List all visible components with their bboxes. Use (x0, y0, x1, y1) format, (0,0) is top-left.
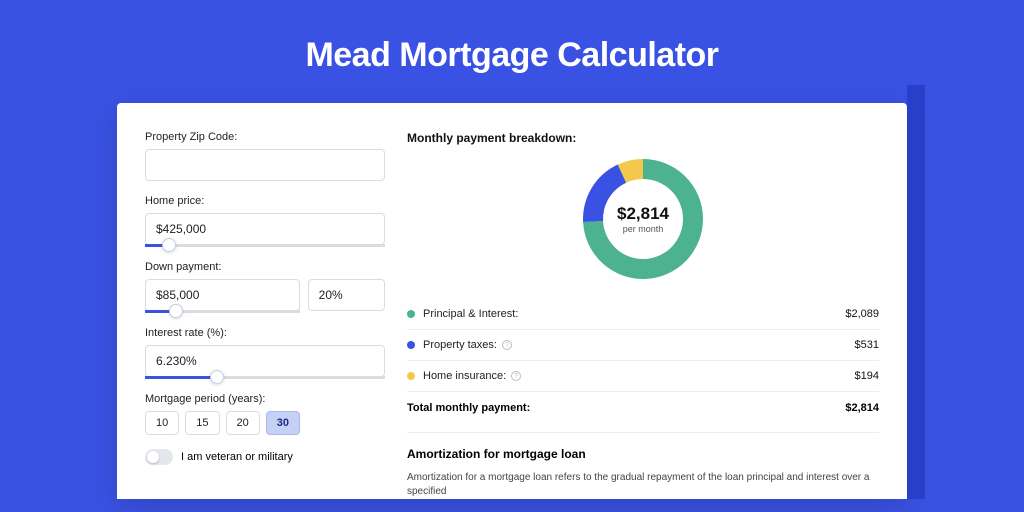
legend-value: $194 (855, 370, 879, 382)
total-row: Total monthly payment: $2,814 (407, 391, 879, 428)
amortization-title: Amortization for mortgage loan (407, 447, 879, 461)
period-option-15[interactable]: 15 (185, 411, 219, 435)
page-title: Mead Mortgage Calculator (0, 0, 1024, 103)
veteran-toggle[interactable] (145, 449, 173, 465)
amortization-text: Amortization for a mortgage loan refers … (407, 471, 879, 499)
zip-label: Property Zip Code: (145, 131, 385, 143)
home-price-field: Home price: (145, 195, 385, 247)
period-option-30[interactable]: 30 (266, 411, 300, 435)
donut-chart-wrap: $2,814 per month (407, 157, 879, 281)
down-payment-slider[interactable] (145, 310, 300, 313)
legend-row: Principal & Interest:$2,089 (407, 299, 879, 330)
amortization-section: Amortization for mortgage loan Amortizat… (407, 432, 879, 499)
legend-dot (407, 310, 415, 318)
down-payment-amount-input[interactable] (145, 279, 300, 311)
legend-value: $2,089 (845, 308, 879, 320)
legend-dot (407, 372, 415, 380)
donut-chart: $2,814 per month (581, 157, 705, 281)
legend-label: Property taxes:? (423, 339, 855, 351)
interest-rate-input[interactable] (145, 345, 385, 377)
breakdown-title: Monthly payment breakdown: (407, 131, 879, 145)
down-payment-percent-input[interactable] (308, 279, 385, 311)
down-payment-field: Down payment: (145, 261, 385, 313)
legend-dot (407, 341, 415, 349)
legend-label: Principal & Interest: (423, 308, 845, 320)
donut-center-amount: $2,814 (617, 204, 669, 224)
period-option-20[interactable]: 20 (226, 411, 260, 435)
total-label: Total monthly payment: (407, 402, 845, 414)
calculator-card: Property Zip Code: Home price: Down paym… (117, 103, 907, 499)
breakdown-panel: Monthly payment breakdown: $2,814 per mo… (407, 131, 879, 499)
zip-input[interactable] (145, 149, 385, 181)
legend-row: Property taxes:?$531 (407, 330, 879, 361)
period-label: Mortgage period (years): (145, 393, 385, 405)
form-panel: Property Zip Code: Home price: Down paym… (145, 131, 385, 499)
legend-value: $531 (855, 339, 879, 351)
period-field: Mortgage period (years): 1015 2030 (145, 393, 385, 435)
donut-center-sub: per month (623, 224, 664, 234)
legend-label: Home insurance:? (423, 370, 855, 382)
zip-field: Property Zip Code: (145, 131, 385, 181)
total-value: $2,814 (845, 402, 879, 414)
interest-rate-slider[interactable] (145, 376, 385, 379)
veteran-row: I am veteran or military (145, 449, 385, 465)
legend-row: Home insurance:?$194 (407, 361, 879, 391)
home-price-slider[interactable] (145, 244, 385, 247)
veteran-label: I am veteran or military (181, 451, 293, 463)
down-payment-label: Down payment: (145, 261, 385, 273)
info-icon[interactable]: ? (511, 371, 521, 381)
interest-rate-label: Interest rate (%): (145, 327, 385, 339)
period-option-10[interactable]: 10 (145, 411, 179, 435)
info-icon[interactable]: ? (502, 340, 512, 350)
home-price-input[interactable] (145, 213, 385, 245)
home-price-label: Home price: (145, 195, 385, 207)
interest-rate-field: Interest rate (%): (145, 327, 385, 379)
